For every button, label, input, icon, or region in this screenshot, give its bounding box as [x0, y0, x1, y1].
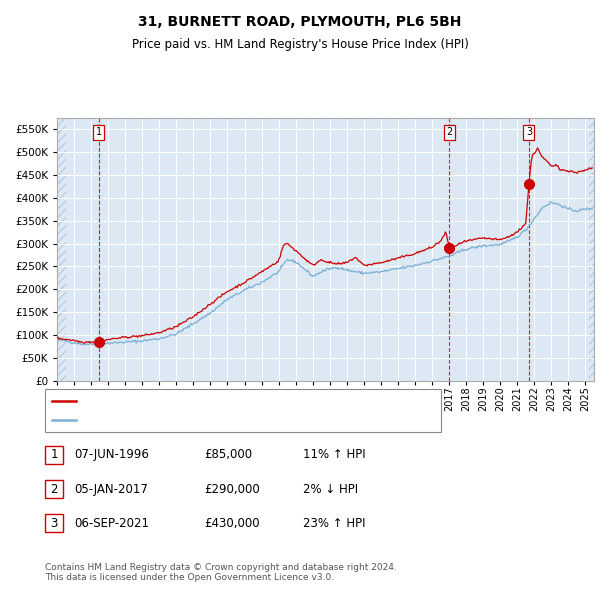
Text: 31, BURNETT ROAD, PLYMOUTH, PL6 5BH: 31, BURNETT ROAD, PLYMOUTH, PL6 5BH	[139, 15, 461, 29]
Text: Price paid vs. HM Land Registry's House Price Index (HPI): Price paid vs. HM Land Registry's House …	[131, 38, 469, 51]
Text: 2: 2	[446, 127, 452, 137]
Text: 11% ↑ HPI: 11% ↑ HPI	[303, 448, 365, 461]
Text: 07-JUN-1996: 07-JUN-1996	[74, 448, 149, 461]
Text: 3: 3	[50, 517, 58, 530]
Text: 06-SEP-2021: 06-SEP-2021	[74, 517, 149, 530]
Text: Contains HM Land Registry data © Crown copyright and database right 2024.
This d: Contains HM Land Registry data © Crown c…	[45, 563, 397, 582]
Text: £430,000: £430,000	[204, 517, 260, 530]
Bar	[57, 118, 67, 381]
Text: 2% ↓ HPI: 2% ↓ HPI	[303, 483, 358, 496]
Text: 05-JAN-2017: 05-JAN-2017	[74, 483, 148, 496]
Bar	[589, 118, 594, 381]
Text: 2: 2	[50, 483, 58, 496]
Text: 3: 3	[526, 127, 532, 137]
Text: 23% ↑ HPI: 23% ↑ HPI	[303, 517, 365, 530]
Text: HPI: Average price, detached house, City of Plymouth: HPI: Average price, detached house, City…	[80, 415, 359, 425]
Text: 1: 1	[95, 127, 101, 137]
Text: £85,000: £85,000	[204, 448, 252, 461]
Text: £290,000: £290,000	[204, 483, 260, 496]
Text: 31, BURNETT ROAD, PLYMOUTH, PL6 5BH (detached house): 31, BURNETT ROAD, PLYMOUTH, PL6 5BH (det…	[80, 396, 389, 406]
Text: 1: 1	[50, 448, 58, 461]
